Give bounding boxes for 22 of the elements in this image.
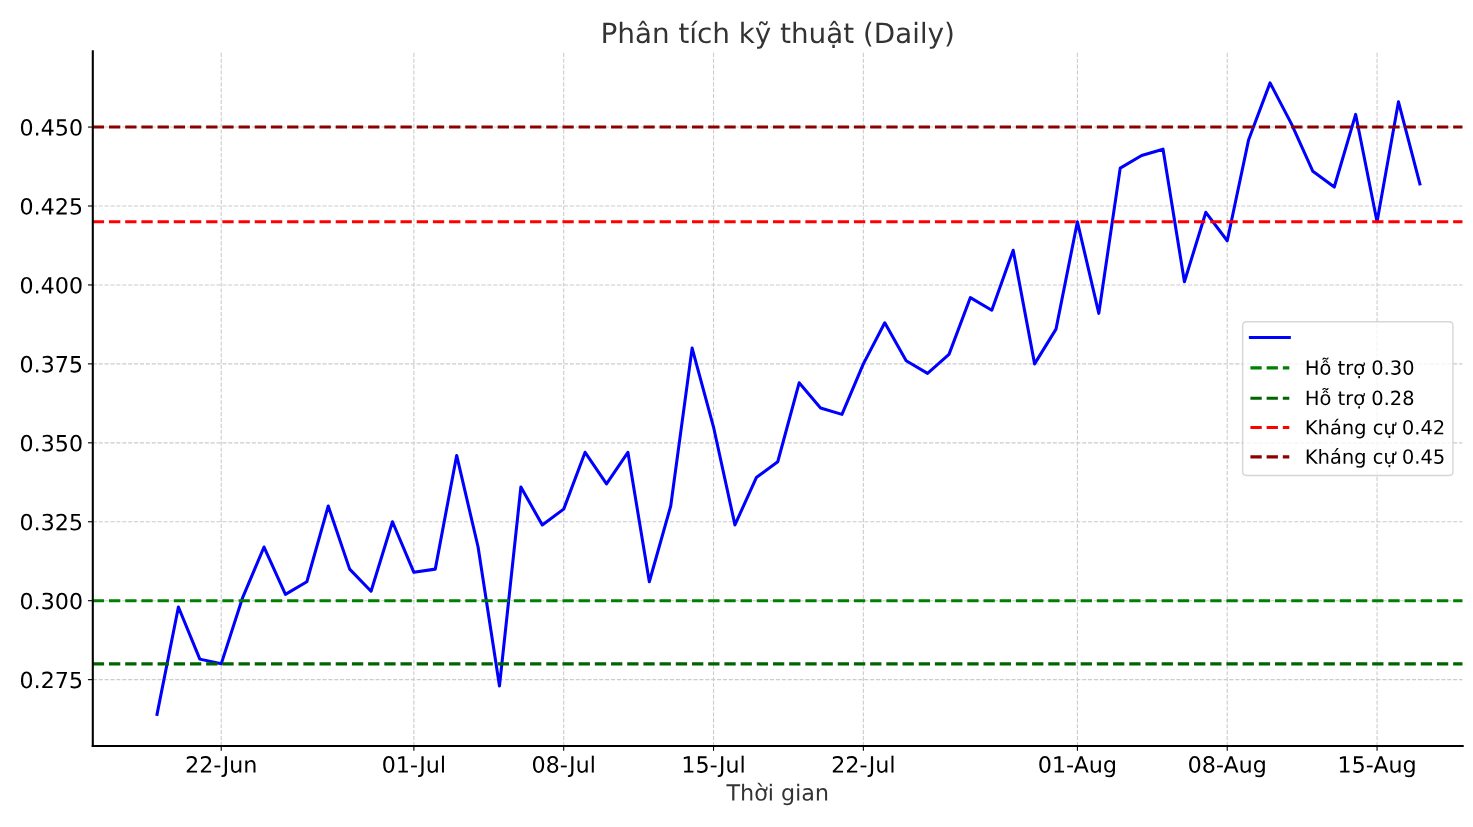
x-tick-label: 15-Jul <box>683 755 744 778</box>
x-tick-label: 15-Aug <box>1339 756 1415 778</box>
legend-label: Kháng cự 0.45 <box>1306 448 1444 468</box>
x-tick-label: 08-Aug <box>1189 756 1265 778</box>
x-tick-label: 08-Jul <box>532 755 594 778</box>
legend-label: Hỗ trợ 0.30 <box>1306 357 1414 379</box>
legend-label: Kháng cự 0.42 <box>1306 418 1444 439</box>
x-tick-label: 01-Jul <box>383 755 444 778</box>
y-tick-label: 0.450 <box>20 119 82 136</box>
y-tick-label: 0.325 <box>20 513 82 531</box>
chart-title: Phân tích kỹ thuật (Daily) <box>603 20 953 49</box>
legend-label: Hỗ trợ 0.28 <box>1306 387 1414 409</box>
x-tick-label: 01-Aug <box>1039 756 1115 778</box>
x-axis-title: Thời gian <box>726 782 828 806</box>
y-tick-label: 0.375 <box>20 355 82 373</box>
x-tick-label: 22-Jul <box>832 755 894 778</box>
y-tick-label: 0.300 <box>20 592 82 610</box>
y-tick-label: 0.425 <box>20 197 82 215</box>
y-tick-label: 0.400 <box>20 276 82 294</box>
x-tick-label: 22-Jun <box>186 756 256 778</box>
y-tick-label: 0.350 <box>20 434 82 452</box>
y-tick-label: 0.275 <box>20 671 82 689</box>
